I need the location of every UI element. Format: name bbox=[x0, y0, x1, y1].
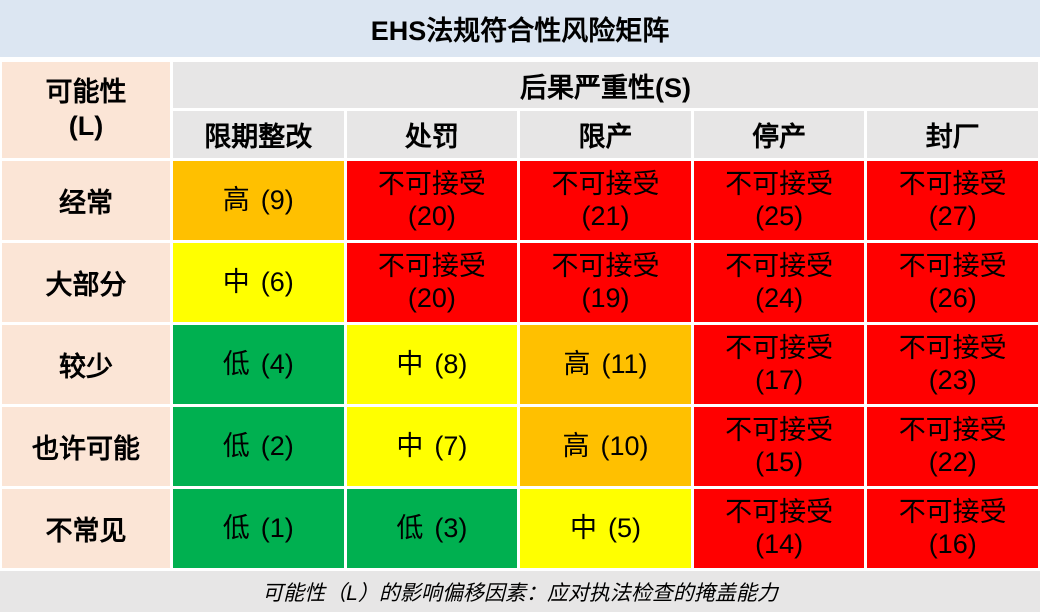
risk-cell-r0c4: 不可接受 (27) bbox=[867, 161, 1038, 240]
risk-cell-label: 低 bbox=[396, 512, 424, 543]
risk-cell-r1c1: 不可接受 (20) bbox=[346, 243, 518, 322]
risk-cell-r3c0: 低 (2) bbox=[173, 407, 344, 486]
risk-cell-label: 高 bbox=[563, 348, 591, 379]
likelihood-row-header-1: 大部分 bbox=[2, 243, 170, 322]
risk-cell-label: 不可接受 bbox=[551, 169, 660, 200]
risk-cell-score: (2) bbox=[260, 430, 294, 461]
risk-cell-r0c3: 不可接受 (25) bbox=[693, 161, 865, 240]
risk-cell-score: (10) bbox=[600, 430, 649, 461]
risk-cell-label: 中 bbox=[222, 266, 250, 297]
risk-cell-r3c3: 不可接受 (15) bbox=[693, 407, 865, 486]
risk-matrix-table: 可能性 (L) 后果严重性(S) 限期整改 处罚 限产 停产 封厂 经常 高 (… bbox=[2, 62, 1038, 568]
page-title: EHS法规符合性风险矩阵 bbox=[0, 0, 1040, 57]
risk-cell-r0c1: 不可接受 (20) bbox=[346, 161, 518, 240]
risk-cell-r3c2: 高 (10) bbox=[520, 407, 691, 486]
risk-cell-score: (17) bbox=[755, 364, 804, 395]
risk-cell-r2c3: 不可接受 (17) bbox=[693, 325, 865, 404]
risk-cell-score: (19) bbox=[581, 282, 630, 313]
risk-cell-r1c0: 中 (6) bbox=[173, 243, 344, 322]
risk-cell-score: (3) bbox=[434, 512, 468, 543]
likelihood-row-header-2: 较少 bbox=[2, 325, 170, 404]
risk-cell-score: (14) bbox=[755, 528, 804, 559]
risk-cell-score: (9) bbox=[260, 184, 294, 215]
severity-level-header-3: 停产 bbox=[693, 111, 865, 158]
risk-cell-r4c0: 低 (1) bbox=[173, 489, 344, 568]
risk-cell-score: (26) bbox=[928, 282, 977, 313]
risk-cell-r0c0: 高 (9) bbox=[173, 161, 344, 240]
risk-cell-r1c3: 不可接受 (24) bbox=[693, 243, 865, 322]
risk-cell-score: (4) bbox=[260, 348, 294, 379]
risk-cell-label: 不可接受 bbox=[551, 251, 660, 282]
risk-cell-label: 不可接受 bbox=[725, 251, 834, 282]
risk-cell-r4c1: 低 (3) bbox=[346, 489, 518, 568]
severity-level-header-2: 限产 bbox=[520, 111, 691, 158]
risk-cell-label: 高 bbox=[222, 184, 250, 215]
severity-level-header-1: 处罚 bbox=[346, 111, 518, 158]
likelihood-row-header-4: 不常见 bbox=[2, 489, 170, 568]
risk-cell-r0c2: 不可接受 (21) bbox=[520, 161, 691, 240]
severity-axis-header: 后果严重性(S) bbox=[173, 62, 1038, 108]
likelihood-axis-header-line1: 可能性 bbox=[45, 77, 127, 108]
risk-cell-r1c4: 不可接受 (26) bbox=[867, 243, 1038, 322]
risk-cell-r4c2: 中 (5) bbox=[520, 489, 691, 568]
likelihood-axis-header-line2: (L) bbox=[68, 111, 104, 141]
footer-note: 可能性（L）的影响偏移因素：应对执法检查的掩盖能力 bbox=[0, 571, 1040, 612]
risk-cell-score: (21) bbox=[581, 200, 630, 231]
risk-cell-score: (6) bbox=[260, 266, 294, 297]
risk-cell-r2c0: 低 (4) bbox=[173, 325, 344, 404]
risk-cell-r4c4: 不可接受 (16) bbox=[867, 489, 1038, 568]
risk-cell-label: 不可接受 bbox=[898, 169, 1007, 200]
risk-cell-label: 中 bbox=[396, 430, 424, 461]
severity-level-header-4: 封厂 bbox=[867, 111, 1038, 158]
risk-cell-score: (24) bbox=[755, 282, 804, 313]
likelihood-row-header-3: 也许可能 bbox=[2, 407, 170, 486]
risk-cell-label: 中 bbox=[396, 348, 424, 379]
risk-cell-label: 不可接受 bbox=[898, 415, 1007, 446]
risk-cell-r1c2: 不可接受 (19) bbox=[520, 243, 691, 322]
risk-cell-score: (7) bbox=[434, 430, 468, 461]
risk-cell-r3c4: 不可接受 (22) bbox=[867, 407, 1038, 486]
risk-cell-label: 不可接受 bbox=[725, 497, 834, 528]
risk-cell-r2c2: 高 (11) bbox=[520, 325, 691, 404]
risk-cell-label: 高 bbox=[562, 430, 590, 461]
risk-cell-label: 低 bbox=[222, 430, 250, 461]
likelihood-row-header-0: 经常 bbox=[2, 161, 170, 240]
risk-cell-label: 不可接受 bbox=[725, 415, 834, 446]
risk-cell-score: (8) bbox=[434, 348, 468, 379]
likelihood-axis-header: 可能性 (L) bbox=[2, 62, 170, 158]
risk-cell-score: (11) bbox=[601, 348, 648, 379]
risk-cell-r3c1: 中 (7) bbox=[346, 407, 518, 486]
risk-cell-score: (25) bbox=[755, 200, 804, 231]
risk-cell-label: 低 bbox=[222, 348, 250, 379]
risk-cell-label: 不可接受 bbox=[377, 169, 486, 200]
risk-cell-score: (1) bbox=[260, 512, 294, 543]
risk-cell-r4c3: 不可接受 (14) bbox=[693, 489, 865, 568]
severity-level-header-0: 限期整改 bbox=[173, 111, 344, 158]
risk-cell-label: 中 bbox=[569, 512, 597, 543]
risk-cell-label: 不可接受 bbox=[725, 333, 834, 364]
risk-cell-r2c1: 中 (8) bbox=[346, 325, 518, 404]
risk-cell-score: (16) bbox=[928, 528, 977, 559]
risk-cell-score: (15) bbox=[755, 446, 804, 477]
risk-cell-r2c4: 不可接受 (23) bbox=[867, 325, 1038, 404]
risk-cell-score: (23) bbox=[928, 364, 977, 395]
risk-cell-score: (5) bbox=[607, 512, 641, 543]
risk-cell-label: 不可接受 bbox=[377, 251, 486, 282]
risk-cell-label: 低 bbox=[222, 512, 250, 543]
risk-cell-score: (20) bbox=[407, 282, 456, 313]
risk-cell-score: (22) bbox=[928, 446, 977, 477]
risk-cell-score: (20) bbox=[407, 200, 456, 231]
risk-cell-label: 不可接受 bbox=[898, 497, 1007, 528]
risk-cell-score: (27) bbox=[928, 200, 977, 231]
risk-cell-label: 不可接受 bbox=[898, 333, 1007, 364]
risk-cell-label: 不可接受 bbox=[898, 251, 1007, 282]
risk-cell-label: 不可接受 bbox=[725, 169, 834, 200]
